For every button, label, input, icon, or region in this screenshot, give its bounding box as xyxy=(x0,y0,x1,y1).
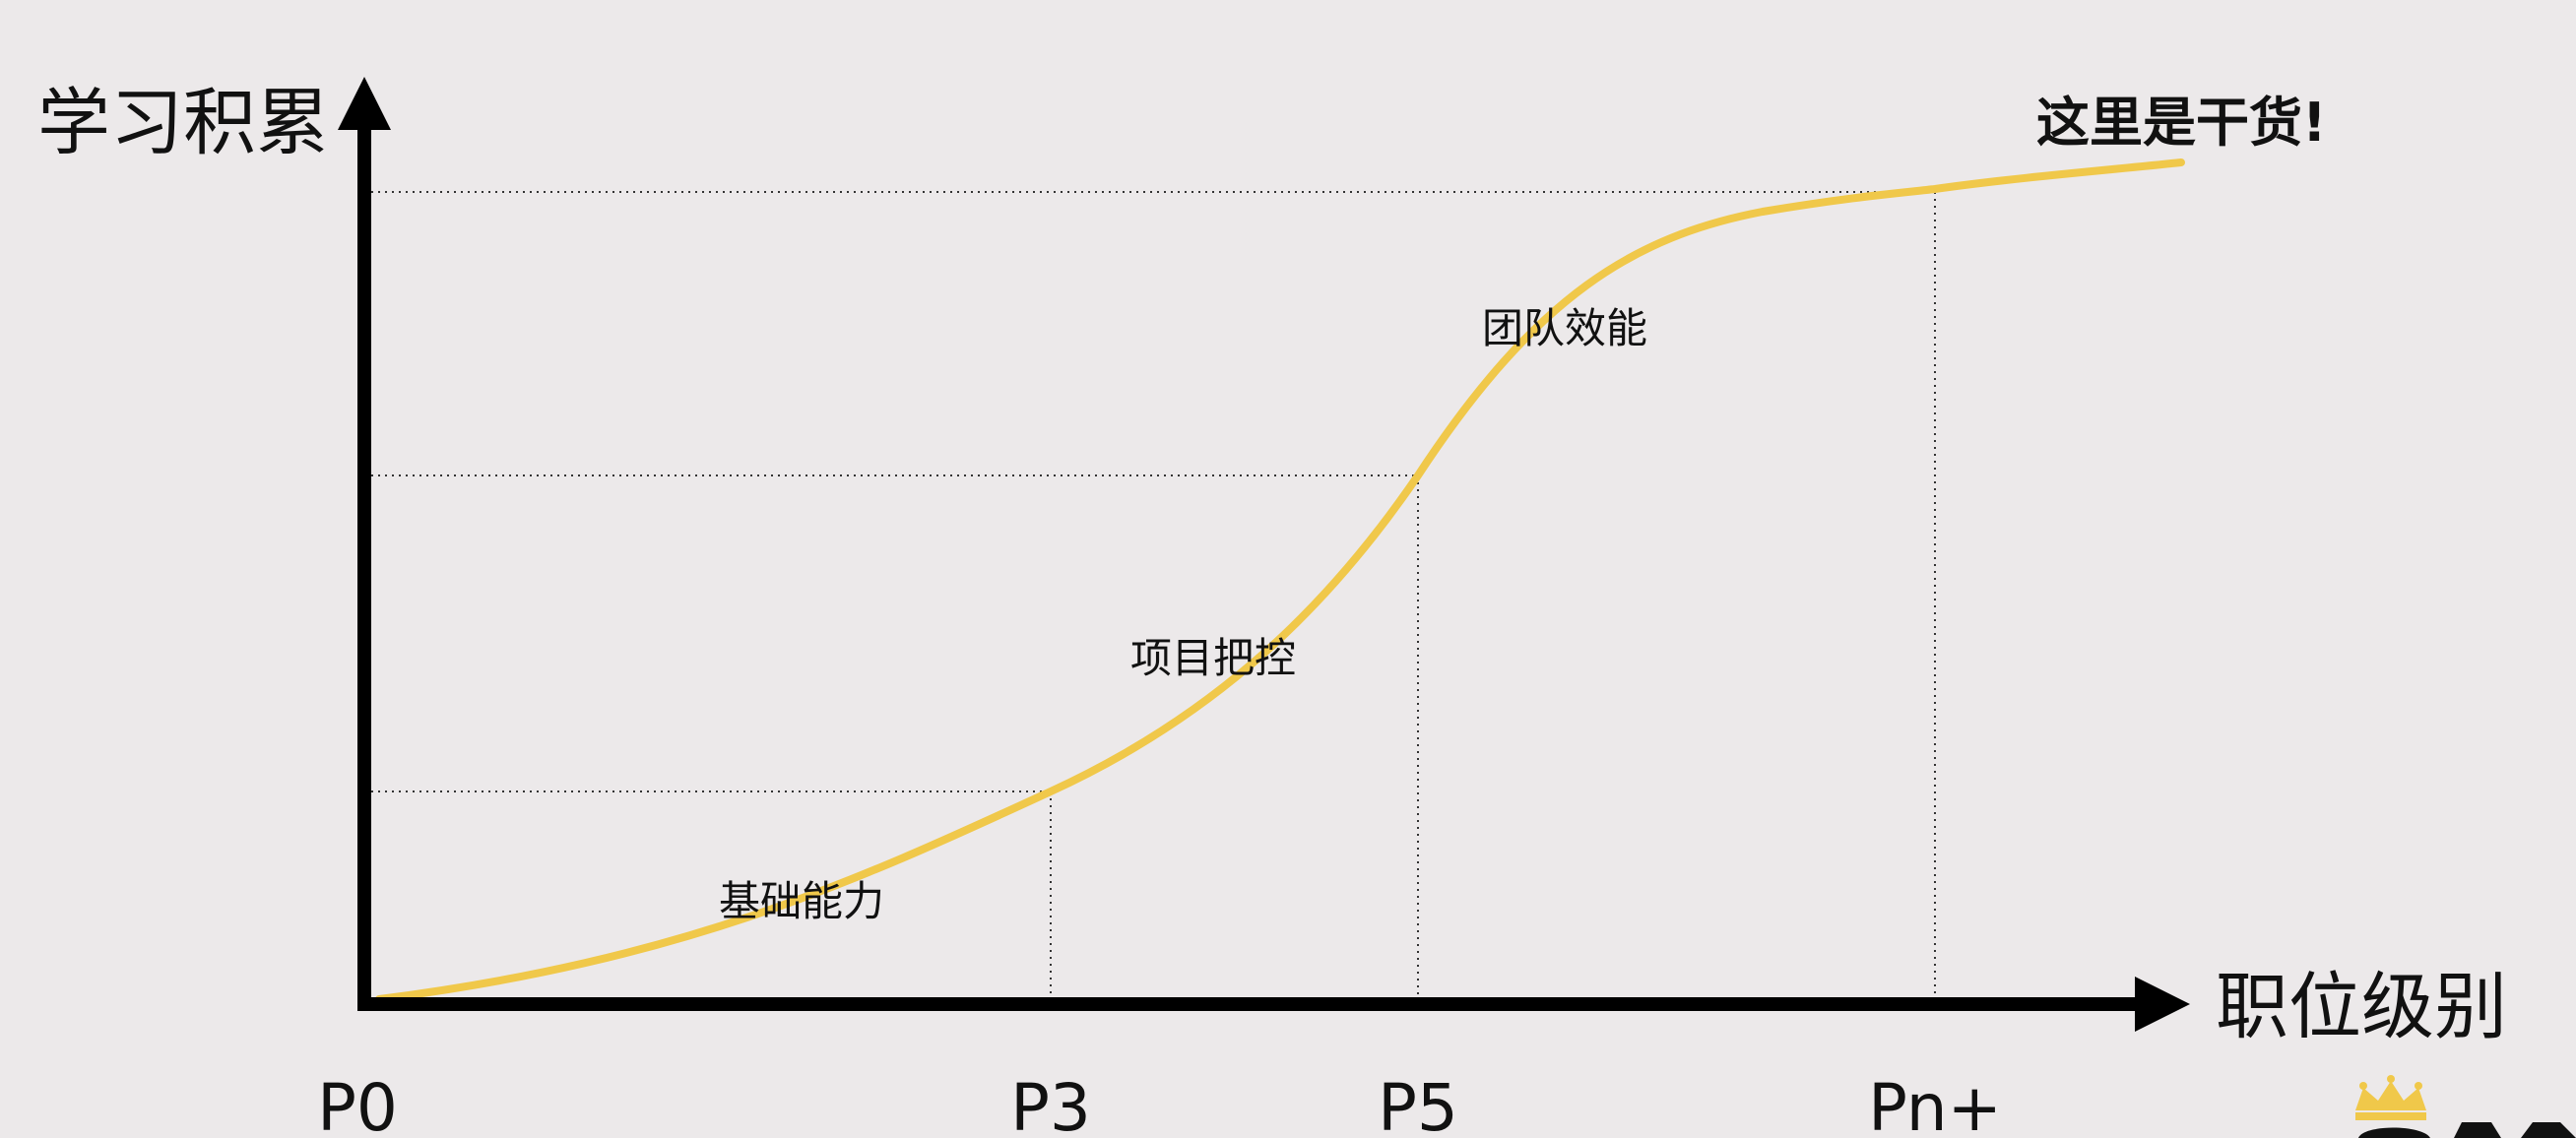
callout-text: 这里是干货! xyxy=(2036,92,2327,154)
stage-label-team: 团队效能 xyxy=(1482,304,1647,352)
tick-p0: P0 xyxy=(317,1070,398,1138)
tick-p5: P5 xyxy=(1378,1070,1458,1138)
tick-pn: Pn+ xyxy=(1868,1070,2002,1138)
x-axis-label: 职位级别 xyxy=(2216,965,2507,1049)
y-axis-label: 学习积累 xyxy=(37,81,329,165)
crown-logo-icon xyxy=(2355,1075,2576,1138)
guide-lines xyxy=(364,191,1936,996)
growth-curve xyxy=(375,158,2185,1003)
x-tick-labels: P0 P3 P5 Pn+ xyxy=(317,1070,2002,1138)
x-axis-arrow xyxy=(2135,977,2190,1032)
axes xyxy=(338,77,2190,1032)
y-axis-arrow xyxy=(338,77,391,130)
tick-p3: P3 xyxy=(1010,1070,1091,1138)
stage-label-basic: 基础能力 xyxy=(719,877,884,925)
stage-label-project: 项目把控 xyxy=(1130,634,1296,682)
